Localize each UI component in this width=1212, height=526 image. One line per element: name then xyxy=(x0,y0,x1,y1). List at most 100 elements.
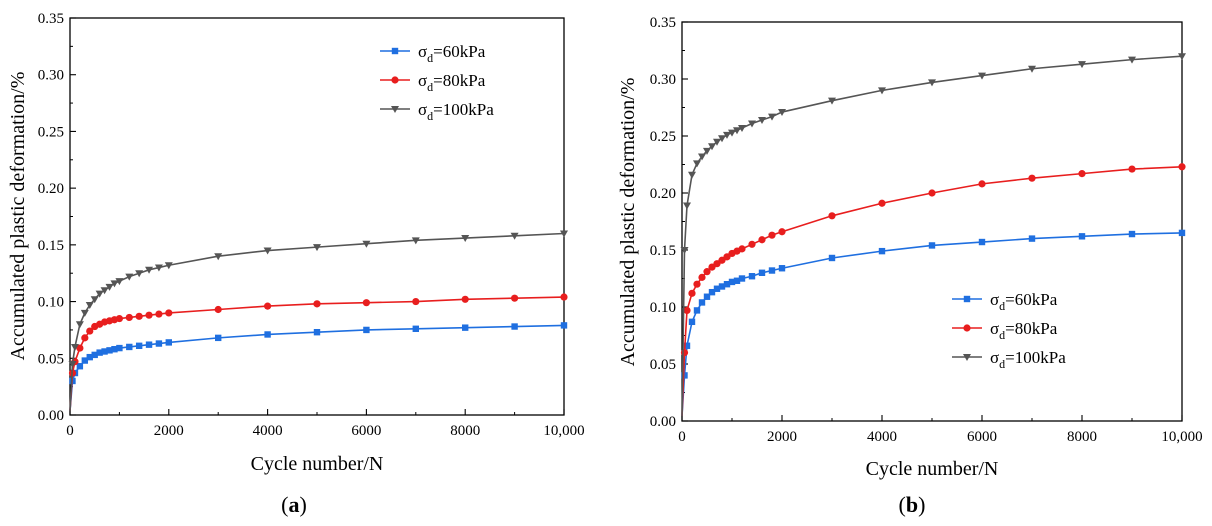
data-point xyxy=(768,267,776,274)
data-point xyxy=(462,324,469,331)
data-point xyxy=(768,113,776,121)
x-tick-label: 2000 xyxy=(767,429,797,445)
data-point xyxy=(115,314,123,323)
legend-marker xyxy=(963,324,971,332)
data-point xyxy=(723,281,731,288)
data-point xyxy=(718,135,726,143)
data-point xyxy=(878,87,886,95)
y-tick-label: 0.10 xyxy=(38,295,64,311)
legend-label: σd=60kPa xyxy=(990,290,1058,313)
x-tick-label: 4000 xyxy=(867,429,897,445)
data-point xyxy=(703,293,711,300)
data-point xyxy=(778,109,786,117)
data-point xyxy=(703,147,711,155)
data-point xyxy=(125,313,133,322)
x-tick-label: 0 xyxy=(66,423,74,439)
legend-marker xyxy=(963,295,971,303)
data-point xyxy=(680,247,689,254)
data-point xyxy=(70,343,79,351)
y-tick-label: 0.25 xyxy=(650,129,676,145)
data-point xyxy=(778,228,786,236)
data-point xyxy=(81,334,89,342)
data-point xyxy=(928,242,936,249)
data-point xyxy=(510,294,519,302)
series-line xyxy=(69,324,565,411)
data-point xyxy=(91,351,98,359)
data-point xyxy=(154,264,163,272)
x-axis-title-b: Cycle number/N xyxy=(866,458,999,480)
data-point xyxy=(86,353,93,361)
series-line xyxy=(681,232,1183,416)
series-line xyxy=(681,165,1183,416)
data-point xyxy=(733,127,741,135)
data-point xyxy=(105,283,114,291)
series-line xyxy=(69,296,565,411)
legend-label: σd=80kPa xyxy=(418,71,486,94)
data-point xyxy=(681,372,688,379)
data-point xyxy=(264,331,271,338)
x-tick-label: 6000 xyxy=(967,429,997,445)
data-point xyxy=(116,344,123,352)
panel-a: Accumulated plastic deformation/% Cycle … xyxy=(7,11,585,517)
data-point xyxy=(155,340,163,347)
data-point xyxy=(713,285,721,292)
legend-label: σd=80kPa xyxy=(990,319,1058,342)
data-point xyxy=(698,153,706,161)
data-point xyxy=(68,360,77,368)
data-point xyxy=(1028,65,1036,73)
data-point xyxy=(758,117,766,125)
x-tick-label: 10,000 xyxy=(543,423,584,439)
data-point xyxy=(111,346,118,353)
data-point xyxy=(76,344,84,352)
data-point xyxy=(75,321,84,329)
legend-marker xyxy=(963,354,971,361)
series-80kpa xyxy=(680,163,1186,416)
data-point xyxy=(1078,233,1086,240)
data-point xyxy=(778,265,786,272)
x-tick-label: 6000 xyxy=(351,423,381,439)
data-point xyxy=(693,280,701,288)
data-point xyxy=(101,348,108,355)
data-point xyxy=(698,273,706,281)
data-point xyxy=(135,270,144,278)
plot-frame-a xyxy=(69,17,565,416)
data-point xyxy=(412,297,420,306)
data-point xyxy=(768,231,776,239)
data-point xyxy=(828,212,836,220)
data-point xyxy=(165,309,173,317)
data-point xyxy=(96,349,103,356)
data-point xyxy=(680,349,689,357)
data-point xyxy=(560,230,568,238)
y-tick-label: 0.25 xyxy=(38,124,64,140)
data-point xyxy=(878,247,886,255)
data-point xyxy=(723,131,731,139)
data-point xyxy=(738,245,746,253)
data-point xyxy=(693,160,701,168)
data-point xyxy=(80,309,89,317)
series-80kpa xyxy=(68,293,568,411)
data-point xyxy=(748,273,756,280)
data-point xyxy=(81,357,89,364)
data-point xyxy=(683,342,691,349)
data-point xyxy=(703,268,711,276)
data-point xyxy=(698,299,706,306)
data-point xyxy=(461,295,469,303)
data-point xyxy=(214,253,223,261)
data-point xyxy=(100,287,109,295)
x-tick-label: 8000 xyxy=(450,423,480,439)
data-point xyxy=(135,342,143,350)
panel-b: Accumulated plastic deformation/% Cycle … xyxy=(617,15,1203,517)
data-point xyxy=(313,328,321,336)
data-point xyxy=(461,235,470,243)
data-point xyxy=(758,236,766,244)
x-axis-title-a: Cycle number/N xyxy=(251,453,384,475)
data-point xyxy=(135,312,143,320)
data-point xyxy=(510,232,519,240)
data-point xyxy=(713,138,721,146)
y-tick-label: 0.20 xyxy=(650,186,676,202)
series-60kpa xyxy=(69,322,568,411)
data-point xyxy=(928,79,936,87)
x-tick-label: 4000 xyxy=(253,423,283,439)
legend-label: σd=100kPa xyxy=(990,348,1066,371)
data-point xyxy=(560,293,568,301)
